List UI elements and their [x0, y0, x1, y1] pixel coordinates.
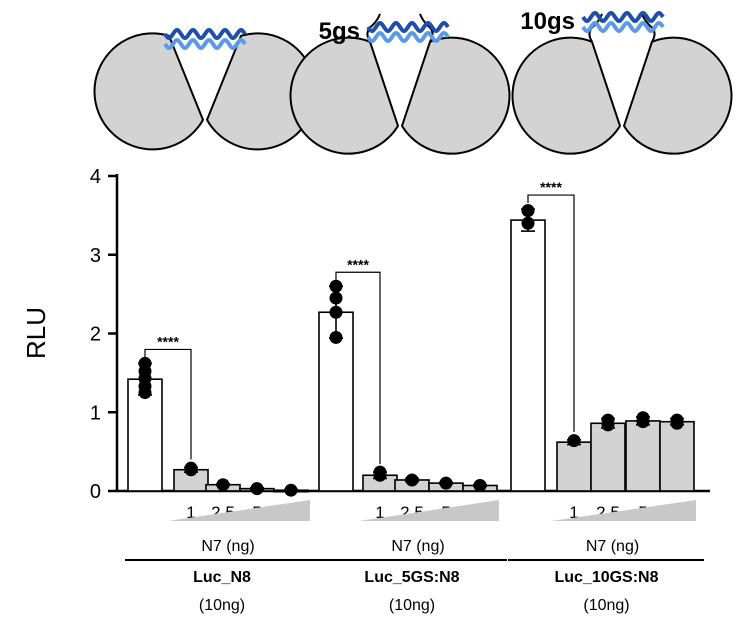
linker-icon	[366, 13, 381, 43]
significance-label: ****	[157, 333, 179, 349]
bar	[510, 219, 546, 492]
data-point	[329, 305, 343, 319]
titration-wedge	[359, 500, 499, 521]
luciferase-fragment-left-icon	[93, 32, 205, 151]
luciferase-fragment-left-icon	[289, 36, 400, 155]
y-tick-label: 2	[90, 324, 101, 346]
significance-bracket	[144, 348, 192, 460]
bar	[556, 441, 592, 492]
data-point	[329, 291, 343, 305]
split-luciferase-schematics: 5gs 10gs	[93, 8, 733, 155]
data-point	[439, 476, 453, 490]
y-tick-label: 0	[90, 481, 101, 503]
bar	[625, 420, 661, 492]
data-point	[521, 216, 535, 230]
data-point	[636, 415, 650, 429]
group-amount: (10ng)	[583, 597, 629, 614]
bar	[659, 420, 695, 492]
helix-icon	[581, 20, 665, 34]
luciferase-fragment-left-icon	[511, 36, 622, 155]
helix-icon	[366, 30, 450, 44]
titration-axis-label: N7 (ng)	[201, 538, 254, 555]
data-point	[284, 483, 298, 497]
luciferase-fragment-right-icon	[400, 36, 511, 155]
bar	[590, 422, 626, 492]
data-point	[216, 478, 230, 492]
titration-wedge	[168, 500, 310, 521]
y-axis-label: RLU	[21, 307, 51, 359]
data-point	[405, 473, 419, 487]
group-amount: (10ng)	[389, 597, 435, 614]
linker-length-label: 5gs	[319, 18, 360, 45]
luciferase-fragment-right-icon	[622, 36, 733, 155]
protein-schematic: 5gs	[289, 13, 511, 155]
dose-label: 1	[186, 503, 195, 522]
helix-icon	[163, 37, 247, 51]
group-name: Luc_5GS:N8	[364, 569, 459, 586]
titration-axis-label: N7 (ng)	[391, 538, 444, 555]
helix-icon	[581, 10, 665, 24]
y-tick-label: 3	[90, 245, 101, 267]
y-tick-label: 1	[90, 402, 101, 424]
data-point	[250, 482, 264, 496]
protein-schematic	[93, 27, 317, 151]
data-point	[329, 279, 343, 293]
significance-label: ****	[347, 256, 369, 272]
group-name: Luc_10GS:N8	[554, 569, 658, 586]
helix-icon	[366, 20, 450, 34]
linker-length-label: 10gs	[520, 8, 575, 35]
linker-icon	[641, 13, 656, 43]
dose-label: 1	[375, 503, 384, 522]
data-point	[329, 330, 343, 344]
group-amount: (10ng)	[199, 597, 245, 614]
data-point	[373, 468, 387, 482]
data-point	[473, 478, 487, 492]
group-name: Luc_N8	[193, 569, 251, 586]
significance-label: ****	[540, 179, 562, 195]
data-point	[521, 204, 535, 218]
data-point	[670, 416, 684, 430]
significance-bracket	[335, 271, 381, 465]
titration-wedge	[551, 500, 696, 521]
helix-icon	[163, 27, 247, 41]
significance-bracket	[527, 194, 575, 432]
y-tick-label: 4	[90, 166, 101, 188]
data-point	[601, 418, 615, 432]
titration-axis-label: N7 (ng)	[586, 538, 639, 555]
data-point	[184, 463, 198, 477]
data-point	[567, 434, 581, 448]
protein-schematic: 10gs	[511, 8, 733, 155]
dose-label: 1	[569, 503, 578, 522]
data-point	[138, 386, 152, 400]
